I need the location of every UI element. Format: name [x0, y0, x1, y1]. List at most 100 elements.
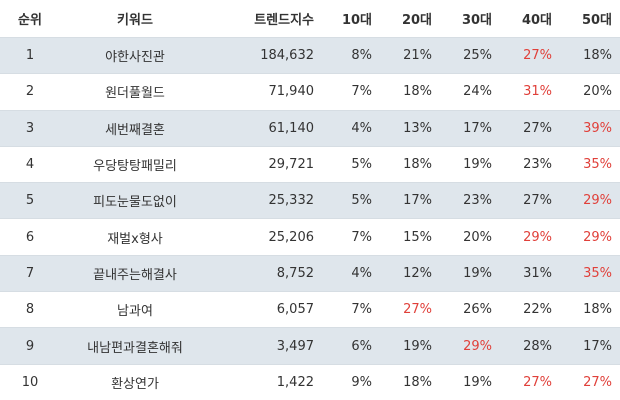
- keyword-cell: 남과여: [117, 304, 153, 320]
- table-row: 10 환상연가 1,422 9% 18% 19% 27% 27%: [0, 363, 620, 400]
- age20-cell: 18%: [403, 157, 432, 173]
- age50-cell: 35%: [583, 157, 612, 173]
- age10-cell: 8%: [351, 48, 372, 64]
- header-age30: 30대: [461, 13, 492, 28]
- age30-cell: 19%: [463, 157, 492, 173]
- keyword-cell: 우당탕탕패밀리: [93, 159, 177, 175]
- keyword-cell: 끝내주는해결사: [93, 267, 177, 283]
- age10-cell: 7%: [351, 229, 372, 245]
- age20-cell: 27%: [403, 302, 432, 318]
- age50-cell: 18%: [583, 48, 612, 64]
- table-row: 8 남과여 6,057 7% 27% 26% 22% 18%: [0, 291, 620, 327]
- keyword-cell: 재벌x형사: [107, 231, 163, 247]
- age20-cell: 13%: [403, 120, 432, 136]
- age50-cell: 17%: [583, 338, 612, 354]
- trend-cell: 3,497: [276, 338, 314, 354]
- table-row: 7 끝내주는해결사 8,752 4% 12% 19% 31% 35%: [0, 254, 620, 292]
- header-keyword: 키워드: [117, 13, 153, 28]
- age40-cell: 28%: [523, 338, 552, 354]
- rank-cell: 3: [25, 120, 35, 136]
- age40-cell: 27%: [523, 374, 552, 390]
- age40-cell: 27%: [523, 48, 552, 64]
- table-row: 1 야한사진관 184,632 8% 21% 25% 27% 18%: [0, 37, 620, 74]
- table-row: 9 내남편과결혼해줘 3,497 6% 19% 29% 28% 17%: [0, 327, 620, 364]
- age20-cell: 12%: [403, 265, 432, 281]
- rank-cell: 10: [21, 374, 39, 390]
- age10-cell: 7%: [351, 302, 372, 318]
- trend-cell: 29,721: [268, 157, 315, 173]
- age20-cell: 21%: [403, 48, 432, 64]
- rank-cell: 7: [25, 265, 35, 281]
- age30-cell: 29%: [463, 338, 492, 354]
- rank-cell: 8: [25, 302, 35, 318]
- age30-cell: 20%: [463, 229, 492, 245]
- rank-cell: 1: [25, 48, 35, 64]
- table-row: 2 원더풀월드 71,940 7% 18% 24% 31% 20%: [0, 73, 620, 109]
- header-age40: 40대: [521, 13, 552, 28]
- table-row: 5 피도눈물도없이 25,332 5% 17% 23% 27% 29%: [0, 182, 620, 219]
- age10-cell: 5%: [351, 157, 372, 173]
- age10-cell: 5%: [351, 193, 372, 209]
- trend-cell: 6,057: [276, 302, 314, 318]
- keyword-cell: 환상연가: [111, 376, 159, 392]
- rank-cell: 5: [25, 193, 35, 209]
- age30-cell: 26%: [463, 302, 492, 318]
- age40-cell: 31%: [523, 84, 552, 100]
- header-age20: 20대: [401, 13, 432, 28]
- age10-cell: 7%: [351, 84, 372, 100]
- age40-cell: 27%: [523, 193, 552, 209]
- age30-cell: 19%: [463, 374, 492, 390]
- age30-cell: 25%: [463, 48, 492, 64]
- age10-cell: 4%: [351, 265, 372, 281]
- age40-cell: 31%: [523, 265, 552, 281]
- age50-cell: 20%: [583, 84, 612, 100]
- trend-cell: 184,632: [260, 48, 314, 64]
- header-rank: 순위: [18, 13, 42, 28]
- age20-cell: 18%: [403, 84, 432, 100]
- age20-cell: 17%: [403, 193, 432, 209]
- age10-cell: 6%: [351, 338, 372, 354]
- keyword-cell: 피도눈물도없이: [93, 195, 177, 211]
- rank-cell: 6: [25, 229, 35, 245]
- age20-cell: 18%: [403, 374, 432, 390]
- age40-cell: 29%: [523, 229, 552, 245]
- trend-cell: 1,422: [276, 374, 314, 390]
- trend-cell: 25,206: [268, 229, 315, 245]
- age40-cell: 23%: [523, 157, 552, 173]
- age40-cell: 27%: [523, 120, 552, 136]
- age30-cell: 23%: [463, 193, 492, 209]
- age30-cell: 17%: [463, 120, 492, 136]
- rank-cell: 2: [25, 84, 35, 100]
- table-row: 4 우당탕탕패밀리 29,721 5% 18% 19% 23% 35%: [0, 145, 620, 182]
- age20-cell: 15%: [403, 229, 432, 245]
- trend-cell: 25,332: [268, 193, 315, 209]
- age50-cell: 29%: [583, 193, 612, 209]
- keyword-cell: 세번째결혼: [105, 122, 165, 138]
- age50-cell: 29%: [583, 229, 612, 245]
- age50-cell: 39%: [583, 120, 612, 136]
- header-age50: 50대: [581, 13, 612, 28]
- age40-cell: 22%: [523, 302, 552, 318]
- rank-cell: 9: [25, 338, 35, 354]
- keyword-cell: 내남편과결혼해줘: [87, 340, 183, 356]
- age10-cell: 9%: [351, 374, 372, 390]
- table-row: 3 세번째결혼 61,140 4% 13% 17% 27% 39%: [0, 109, 620, 146]
- age50-cell: 18%: [583, 302, 612, 318]
- age30-cell: 24%: [463, 84, 492, 100]
- table-row: 6 재벌x형사 25,206 7% 15% 20% 29% 29%: [0, 218, 620, 254]
- trend-cell: 61,140: [268, 120, 315, 136]
- trend-cell: 71,940: [268, 84, 315, 100]
- age10-cell: 4%: [351, 120, 372, 136]
- rank-cell: 4: [25, 157, 35, 173]
- age50-cell: 35%: [583, 265, 612, 281]
- age50-cell: 27%: [583, 374, 612, 390]
- age20-cell: 19%: [403, 338, 432, 354]
- trend-cell: 8,752: [276, 265, 314, 281]
- table-header-row: 순위 키워드 트렌드지수 10대 20대 30대 40대 50대: [0, 0, 620, 37]
- header-age10: 10대: [341, 13, 372, 28]
- age30-cell: 19%: [463, 265, 492, 281]
- keyword-cell: 원더풀월드: [105, 86, 165, 102]
- keyword-cell: 야한사진관: [105, 50, 165, 66]
- header-trend-count: 트렌드지수: [254, 13, 314, 28]
